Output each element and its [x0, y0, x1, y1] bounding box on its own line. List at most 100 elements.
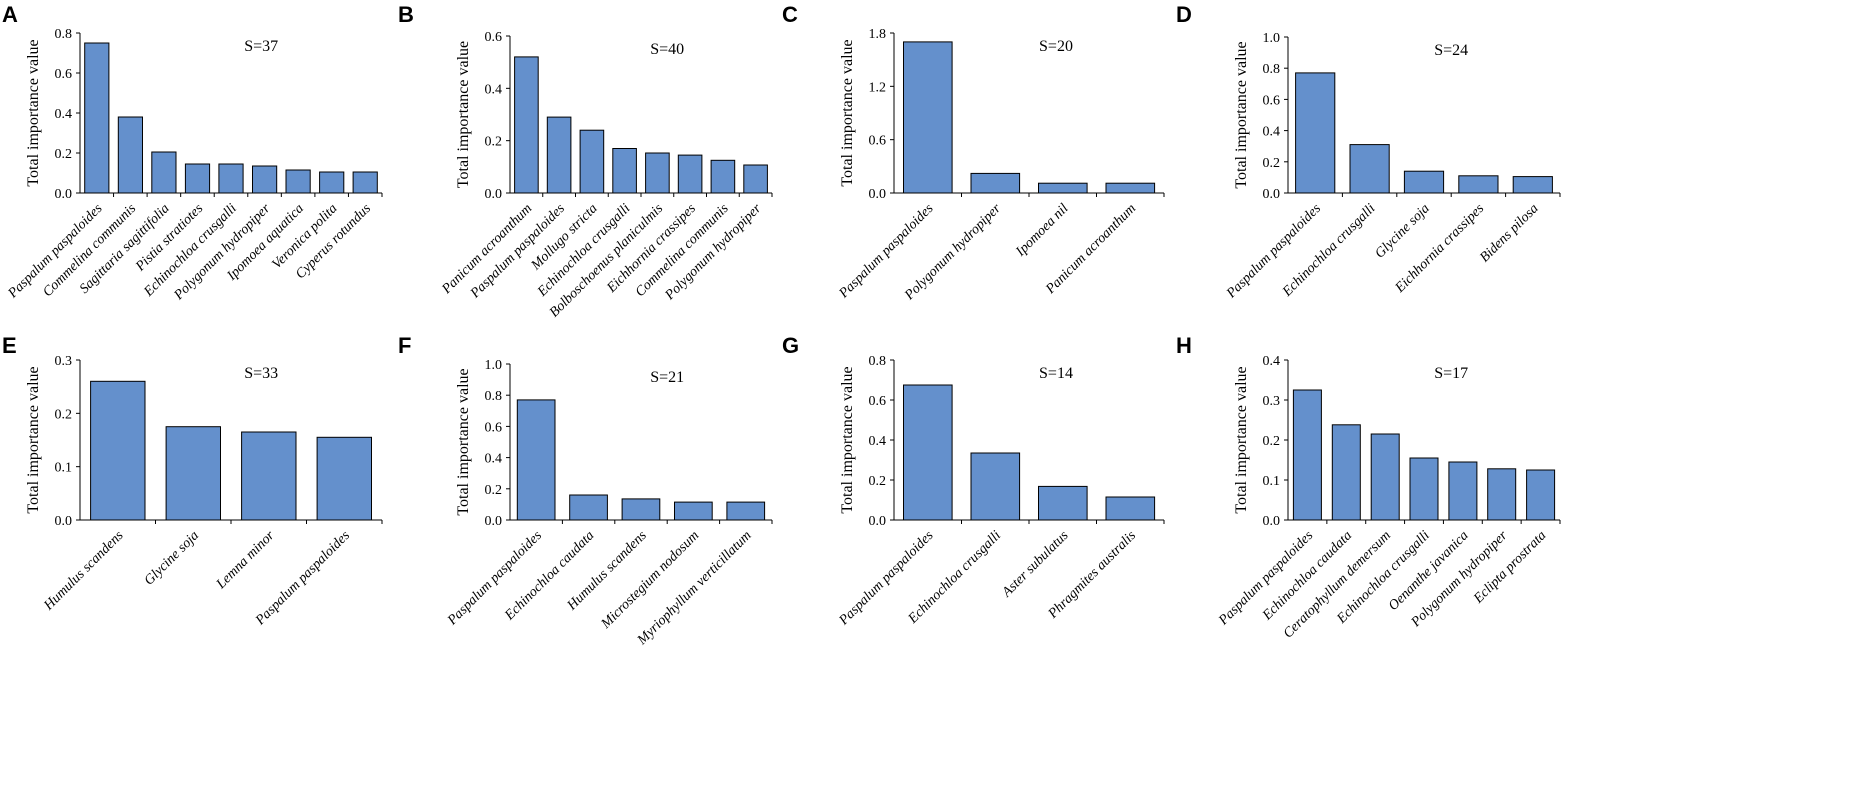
species-count-label: S=14 [1039, 365, 1073, 382]
y-tick-label: 0.4 [485, 452, 503, 467]
bar [1331, 424, 1361, 521]
y-tick-label: 0.6 [869, 134, 887, 149]
y-tick-label: 0.6 [1263, 93, 1281, 108]
y-tick-label: 1.0 [485, 358, 503, 373]
panel-letter: D [1176, 2, 1192, 27]
bar [218, 163, 244, 194]
y-tick-label: 1.8 [869, 27, 887, 42]
species-count-label: S=33 [244, 365, 278, 382]
bar [90, 380, 146, 521]
panel-e: E Total importance value 0.0 0.1 0.2 0.3 Humul… [2, 333, 383, 629]
category-label: Paspalum paspaloides [1223, 201, 1324, 302]
bar [516, 399, 556, 521]
bar [1370, 433, 1400, 521]
bar [579, 129, 605, 194]
bar [1526, 469, 1556, 521]
y-tick-label: 0.0 [485, 187, 503, 202]
category-label: Humulus scandens [41, 528, 127, 614]
bar [1349, 144, 1390, 194]
y-axis-label: Total importance value [25, 366, 42, 513]
bar [726, 501, 766, 521]
y-tick-label: 0.2 [1263, 156, 1281, 171]
y-tick-label: 0.3 [55, 354, 73, 369]
y-tick-label: 0.2 [485, 483, 503, 498]
y-axis-label: Total importance value [455, 41, 472, 188]
species-count-label: S=40 [650, 41, 684, 58]
y-tick-label: 0.8 [1263, 62, 1281, 77]
y-axis-label: Total importance value [839, 39, 856, 186]
y-tick-label: 0.2 [55, 147, 73, 162]
species-count-label: S=20 [1039, 38, 1073, 55]
category-label: Echinochloa caudata [502, 528, 598, 624]
panel-d: D Total importance value 0.0 0.2 0.4 0.6 0.8 1.… [1176, 2, 1561, 302]
panel-letter: C [782, 2, 798, 27]
panel-letter: A [2, 2, 18, 27]
y-tick-label: 0.4 [1263, 125, 1281, 140]
bar [677, 154, 703, 194]
y-axis-label: Total importance value [455, 368, 472, 515]
bar [1512, 176, 1553, 194]
bar [352, 171, 378, 194]
bar [903, 41, 953, 194]
bar [569, 494, 608, 521]
bar [184, 163, 211, 194]
bar [621, 498, 661, 521]
y-tick-label: 0.3 [1263, 394, 1281, 409]
y-tick-label: 0.6 [485, 30, 503, 45]
bar [970, 452, 1021, 521]
y-tick-label: 1.2 [869, 80, 887, 95]
species-count-label: S=37 [244, 38, 278, 55]
y-tick-label: 0.1 [1263, 474, 1281, 489]
y-tick-label: 0.6 [485, 420, 503, 435]
y-tick-label: 1.0 [1263, 31, 1281, 46]
y-tick-label: 0.6 [55, 67, 73, 82]
bar [241, 431, 297, 521]
bar [1295, 72, 1336, 194]
y-tick-label: 0.2 [1263, 434, 1281, 449]
y-tick-label: 0.2 [869, 474, 887, 489]
species-count-label: S=17 [1434, 365, 1468, 382]
category-label: Ipomoea nil [1013, 201, 1072, 260]
bar [710, 159, 736, 194]
category-label: Aster subulatus [999, 528, 1072, 601]
bar [1409, 457, 1439, 521]
category-label: Bidens pilosa [1477, 201, 1541, 265]
bar [1448, 461, 1478, 521]
y-tick-label: 0.0 [485, 514, 503, 529]
category-label: Glycine soja [142, 528, 202, 588]
bar [1487, 468, 1517, 521]
y-tick-label: 0.4 [869, 434, 887, 449]
bar [743, 164, 768, 194]
panel-letter: E [2, 333, 17, 358]
y-tick-label: 0.2 [485, 135, 503, 150]
bar [1458, 175, 1499, 194]
bar [645, 152, 670, 194]
bar [285, 169, 311, 194]
y-axis-label: Total importance value [1233, 41, 1250, 188]
category-label: Paspalum paspaloides [444, 528, 545, 629]
panel-letter: G [782, 333, 799, 358]
bar [252, 165, 278, 194]
panel-letter: B [398, 2, 414, 27]
y-tick-label: 0.0 [55, 187, 73, 202]
bar [903, 384, 953, 521]
y-tick-label: 0.0 [55, 514, 73, 529]
y-tick-label: 0.2 [55, 407, 73, 422]
bar [319, 171, 345, 194]
category-label: Eichhornia crassipes [1392, 201, 1488, 297]
y-tick-label: 0.0 [869, 514, 887, 529]
y-tick-label: 0.4 [485, 82, 503, 97]
y-tick-label: 0.4 [55, 107, 73, 122]
y-tick-label: 0.6 [869, 394, 887, 409]
category-label: Glycine soja [1372, 201, 1432, 261]
bar [1038, 485, 1088, 521]
y-tick-label: 0.0 [1263, 514, 1281, 529]
category-label: Echinochloa crusgalli [1279, 201, 1378, 300]
panel-f: F Total importance value 0.0 0.2 0.4 0.6 0.8 1.… [398, 333, 773, 649]
bar [117, 116, 144, 194]
